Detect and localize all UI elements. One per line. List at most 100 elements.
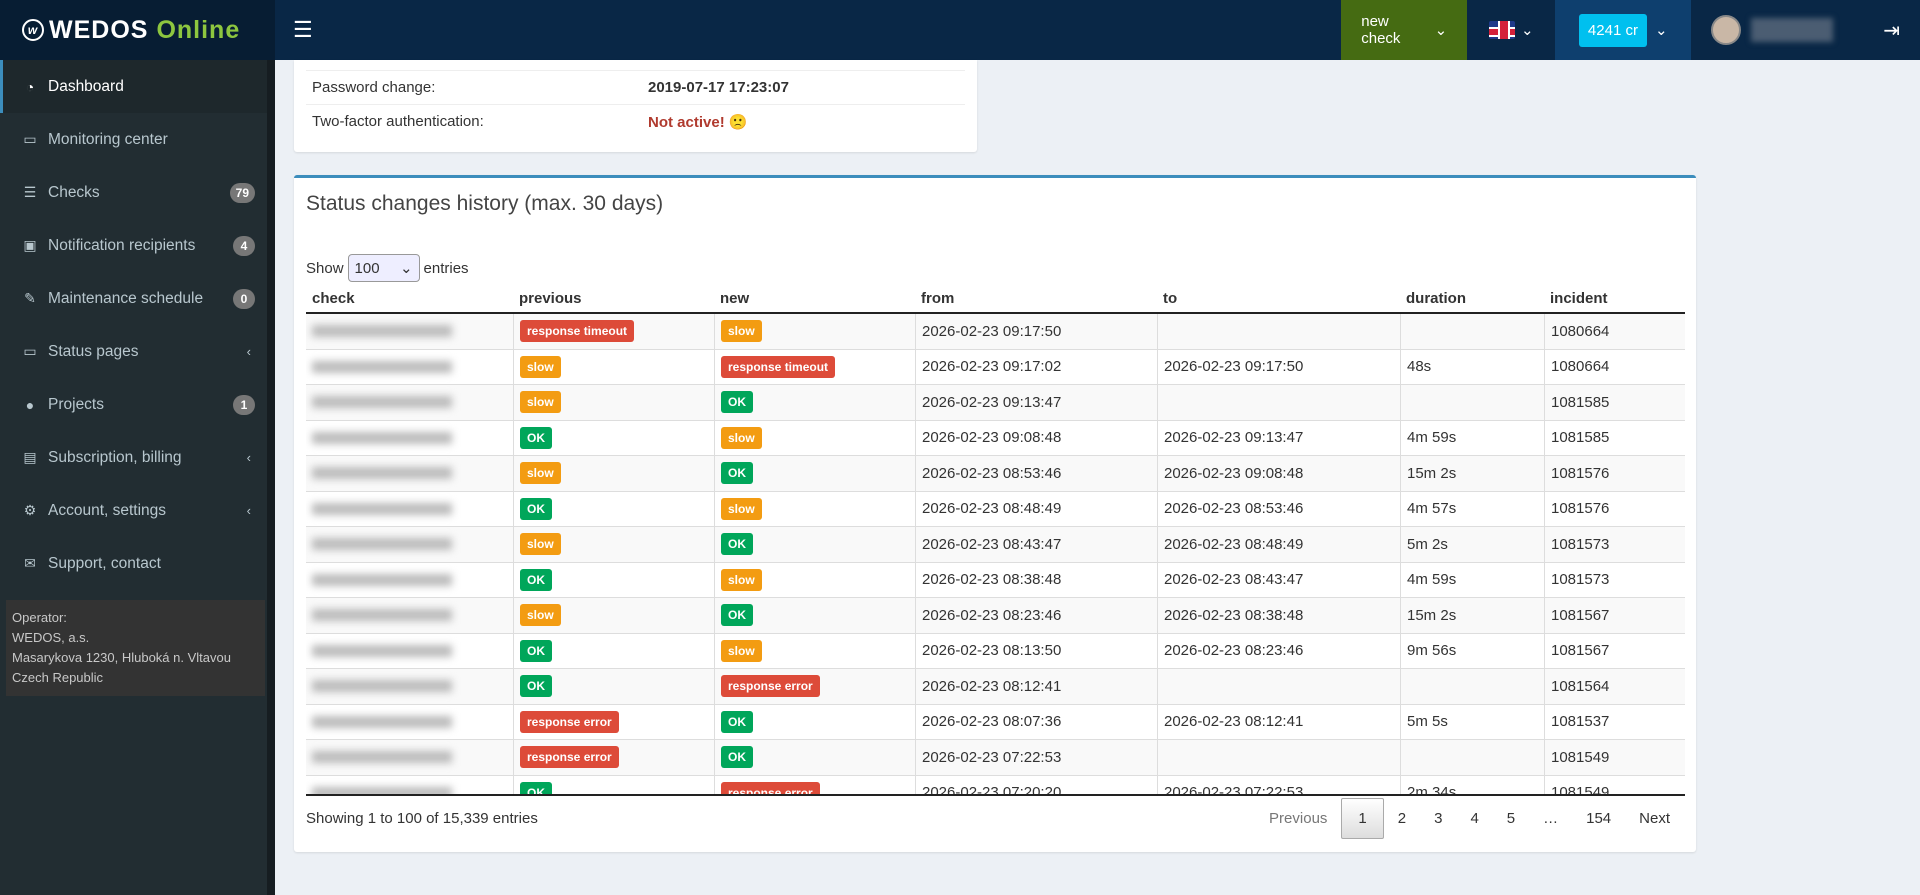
check-cell[interactable]	[306, 740, 513, 775]
status-label: slow	[520, 462, 561, 485]
status-label: response error	[520, 710, 619, 733]
menu-toggle-icon[interactable]: ☰	[293, 17, 313, 42]
credit-dropdown[interactable]: 4241 cr ⌄	[1555, 0, 1692, 60]
count-badge: 0	[233, 288, 255, 309]
to-cell: 2026-02-23 09:13:47	[1157, 420, 1400, 455]
duration-cell: 4m 59s	[1400, 420, 1544, 455]
table-row: OK slow 2026-02-23 08:48:49 2026-02-23 08:5…	[306, 491, 1685, 527]
status-label: slow	[520, 391, 561, 414]
sidebar-item-account-settings[interactable]: ⚙ Account, settings ‹	[0, 484, 267, 537]
table-row: OK slow 2026-02-23 08:13:50 2026-02-23 08:2…	[306, 633, 1685, 669]
to-cell: 2026-02-23 09:17:50	[1157, 349, 1400, 384]
two-factor-label: Two-factor authentication:	[312, 113, 484, 130]
incident-cell: 1081585	[1544, 385, 1685, 420]
sidebar: ◔ Dashboard ▭ Monitoring center ☰ Checks 79 ▣ No…	[0, 60, 275, 895]
card-title: Status changes history (max. 30 days)	[306, 192, 664, 215]
check-cell[interactable]	[306, 776, 513, 794]
from-cell: 2026-02-23 08:43:47	[915, 527, 1157, 562]
sidebar-item-label: Monitoring center	[48, 130, 168, 148]
to-cell: 2026-02-23 09:08:48	[1157, 456, 1400, 491]
logo-text: WEDOS	[49, 15, 149, 44]
column-header-duration[interactable]: duration	[1406, 289, 1466, 307]
from-cell: 2026-02-23 09:13:47	[915, 385, 1157, 420]
chevron-down-icon: ⌄	[399, 260, 413, 277]
check-cell[interactable]	[306, 527, 513, 562]
next-button[interactable]: Next	[1639, 810, 1670, 827]
status-label: slow	[520, 355, 561, 378]
logout-icon[interactable]: ⇥	[1883, 19, 1900, 42]
password-change-value: 2019-07-17 17:23:07	[648, 79, 789, 96]
column-header-new[interactable]: new	[720, 289, 750, 307]
page-button[interactable]: 4	[1470, 810, 1479, 827]
table-row: response error OK 2026-02-23 08:07:36 2026-…	[306, 704, 1685, 740]
duration-cell: 4m 59s	[1400, 562, 1544, 597]
check-cell[interactable]	[306, 492, 513, 527]
check-cell[interactable]	[306, 563, 513, 598]
column-header-previous[interactable]: previous	[519, 289, 582, 307]
check-cell[interactable]	[306, 705, 513, 740]
logo[interactable]: w WEDOS Online	[0, 0, 275, 60]
chevron-left-icon: ‹	[246, 450, 251, 465]
status-history-card: Status changes history (max. 30 days) Sh…	[294, 175, 1696, 852]
previous-button[interactable]: Previous	[1269, 810, 1328, 827]
new-check-button[interactable]: new check ⌄	[1341, 0, 1468, 60]
page-button[interactable]: 3	[1434, 810, 1443, 827]
status-label: OK	[520, 426, 552, 449]
incident-cell: 1081567	[1544, 598, 1685, 633]
status-label: response error	[721, 781, 820, 794]
logo-accent: Online	[156, 15, 241, 44]
user-menu[interactable]	[1691, 0, 1853, 60]
check-cell[interactable]	[306, 456, 513, 491]
status-label: OK	[721, 746, 753, 769]
check-cell[interactable]	[306, 598, 513, 633]
check-cell[interactable]	[306, 314, 513, 349]
page-button[interactable]: 1	[1341, 798, 1384, 839]
sidebar-item-notification-recipients[interactable]: ▣ Notification recipients 4	[0, 219, 267, 272]
sidebar-item-projects[interactable]: ● Projects 1	[0, 378, 267, 431]
sidebar-item-checks[interactable]: ☰ Checks 79	[0, 166, 267, 219]
check-name-blurred	[312, 680, 452, 693]
wedos-logo-icon: w	[22, 19, 44, 41]
operator-line: Czech Republic	[12, 670, 104, 685]
menu-icon: ✉	[24, 555, 36, 571]
incident-cell: 1081576	[1544, 491, 1685, 526]
language-dropdown[interactable]: ⌄	[1467, 0, 1555, 60]
check-cell[interactable]	[306, 669, 513, 704]
column-header-from[interactable]: from	[921, 289, 955, 307]
column-header-incident[interactable]: incident	[1550, 289, 1608, 307]
page-size-select[interactable]: 100 ⌄	[347, 254, 420, 282]
check-name-blurred	[312, 538, 452, 551]
sidebar-item-support-contact[interactable]: ✉ Support, contact	[0, 537, 267, 590]
sidebar-item-subscription-billing[interactable]: ▤ Subscription, billing ‹	[0, 431, 267, 484]
table-row: slow response timeout 2026-02-23 09:17:02 2…	[306, 349, 1685, 385]
check-cell[interactable]	[306, 421, 513, 456]
entries-label: entries	[423, 259, 469, 277]
page-button[interactable]: 154	[1586, 810, 1612, 827]
column-header-check[interactable]: check	[312, 289, 355, 307]
page-button: …	[1543, 810, 1559, 827]
status-label: response error	[721, 675, 820, 698]
page-button[interactable]: 5	[1506, 810, 1516, 827]
count-badge: 79	[229, 182, 255, 203]
check-name-blurred	[312, 644, 452, 657]
table-body[interactable]: response timeout slow 2026-02-23 09:17:50 1…	[306, 314, 1685, 796]
status-label: OK	[721, 710, 753, 733]
incident-cell: 1080664	[1544, 349, 1685, 384]
sidebar-item-monitoring-center[interactable]: ▭ Monitoring center	[0, 113, 267, 166]
check-cell[interactable]	[306, 634, 513, 669]
chevron-left-icon: ‹	[246, 503, 251, 518]
incident-cell: 1081573	[1544, 527, 1685, 562]
sidebar-item-status-pages[interactable]: ▭ Status pages ‹	[0, 325, 267, 378]
sidebar-item-label: Notification recipients	[48, 236, 196, 254]
check-cell[interactable]	[306, 350, 513, 385]
from-cell: 2026-02-23 08:12:41	[915, 669, 1157, 704]
sidebar-item-maintenance-schedule[interactable]: ✎ Maintenance schedule 0	[0, 272, 267, 325]
sidebar-item-dashboard[interactable]: ◔ Dashboard	[0, 60, 267, 113]
sidebar-scrollbar[interactable]	[267, 60, 275, 895]
page-button[interactable]: 2	[1397, 810, 1407, 827]
check-cell[interactable]	[306, 385, 513, 420]
status-label: OK	[520, 639, 552, 662]
column-header-to[interactable]: to	[1163, 289, 1178, 307]
check-name-blurred	[312, 431, 452, 444]
from-cell: 2026-02-23 09:08:48	[915, 420, 1157, 455]
